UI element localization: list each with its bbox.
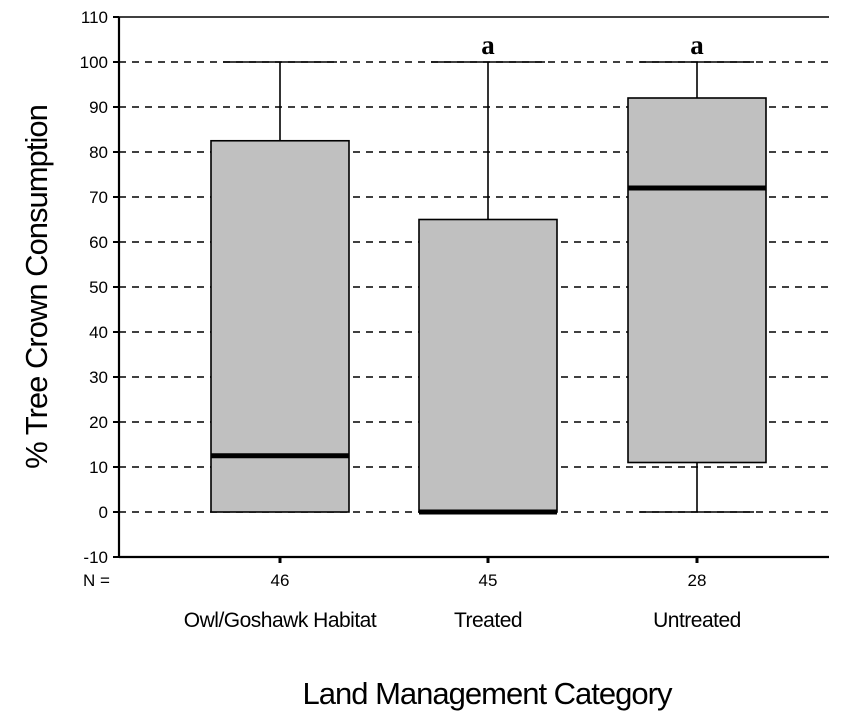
category-label: Treated [454, 609, 522, 632]
y-tick-label: 10 [89, 458, 108, 477]
y-axis-title: % Tree Crown Consumption [19, 105, 54, 469]
category-label: Untreated [653, 609, 741, 632]
box-1 [210, 61, 350, 513]
y-tick-label: 50 [89, 278, 108, 297]
category-label: Owl/Goshawk Habitat [184, 609, 377, 632]
iqr-box [627, 97, 767, 464]
x-axis-title: Land Management Category [303, 676, 673, 711]
n-prefix-label: N = [83, 571, 110, 590]
y-tick-label: 30 [89, 368, 108, 387]
significance-label: a [690, 30, 704, 60]
y-tick-label: 80 [89, 143, 108, 162]
box-3 [627, 61, 767, 513]
labels: -10 0 10 20 30 40 50 60 70 80 90 100 110 46 Owl/Goshaw… [80, 8, 742, 632]
n-count-label: 46 [271, 571, 290, 590]
y-tick-label: 110 [81, 8, 108, 27]
y-tick-label: 20 [89, 413, 108, 432]
y-tick-label: 40 [89, 323, 108, 342]
y-tick-label: 100 [80, 53, 108, 72]
box-series [210, 61, 767, 515]
y-tick-label: 70 [89, 188, 108, 207]
y-tick-label: 60 [89, 233, 108, 252]
y-tick-label: -10 [83, 548, 108, 567]
y-tick-label: 0 [99, 503, 108, 522]
n-count-label: 45 [479, 571, 498, 590]
axes [113, 16, 829, 563]
significance-label: a [481, 30, 495, 60]
iqr-box [210, 139, 350, 513]
y-tick-label: 90 [89, 98, 108, 117]
n-count-label: 28 [688, 571, 707, 590]
box-2 [418, 61, 558, 515]
iqr-box [418, 218, 558, 513]
